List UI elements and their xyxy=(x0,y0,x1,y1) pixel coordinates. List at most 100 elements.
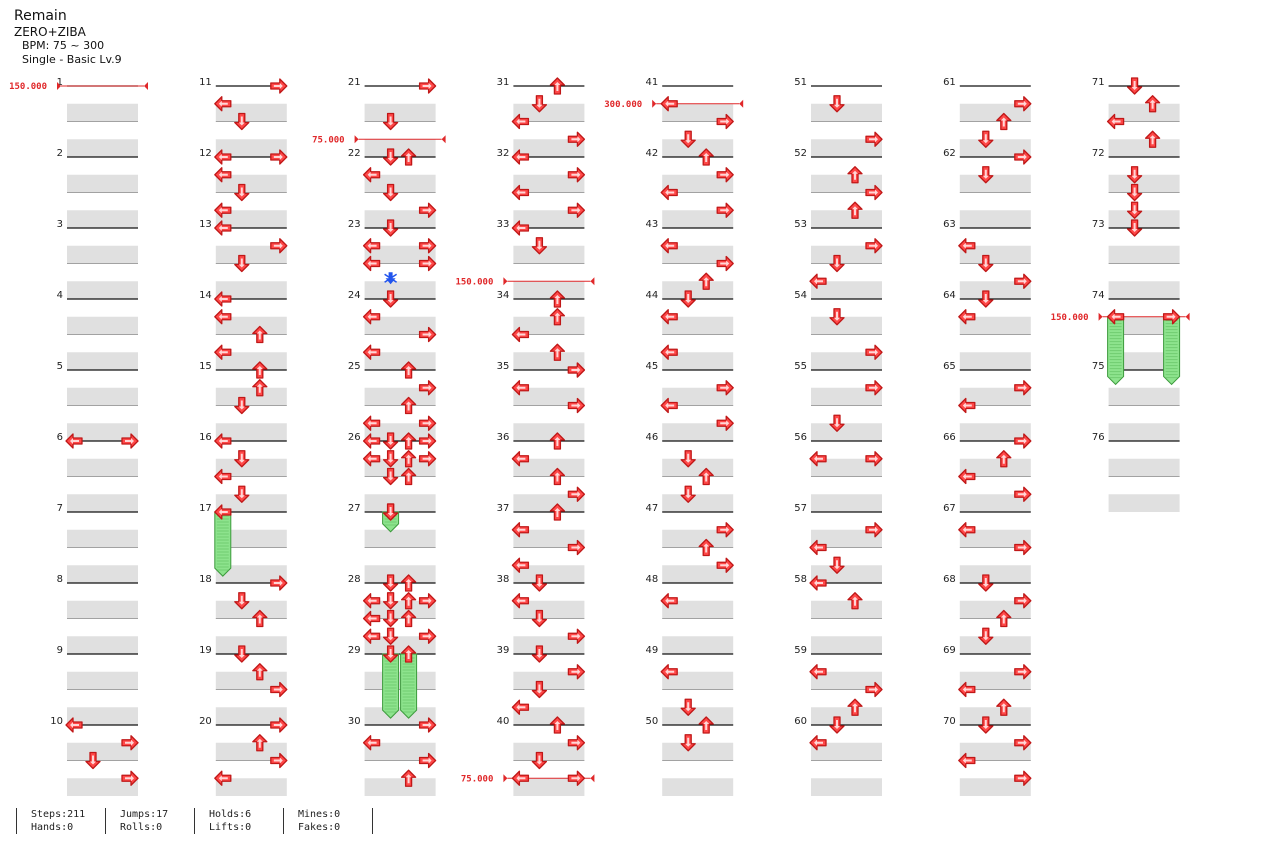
measure-number: 7 xyxy=(57,503,63,514)
step-left-arrow-icon-highlight xyxy=(367,242,377,249)
step-right-arrow-icon-highlight xyxy=(422,455,432,462)
beat-band xyxy=(215,458,287,477)
measure-number: 72 xyxy=(1092,148,1105,159)
step-down-arrow-icon xyxy=(978,627,994,645)
step-right-arrow-icon-highlight xyxy=(273,686,283,693)
step-right-arrow-icon xyxy=(418,380,437,396)
beat-band xyxy=(662,529,734,548)
step-up-arrow-icon xyxy=(996,609,1012,628)
step-down-arrow-icon xyxy=(978,254,994,273)
measure-number: 35 xyxy=(497,361,510,372)
step-down-arrow-icon xyxy=(680,698,696,716)
step-left-arrow-icon xyxy=(362,238,381,254)
step-right-arrow-icon xyxy=(865,451,883,467)
step-up-arrow-icon xyxy=(847,698,863,716)
mines-count: Mines:0 xyxy=(298,809,341,820)
step-right-arrow-icon-highlight xyxy=(422,420,432,427)
measure-72: 72 xyxy=(1092,148,1180,228)
step-down-arrow-icon-highlight xyxy=(387,436,394,445)
step-right-arrow-icon-highlight xyxy=(720,118,730,125)
measure-32: 32 xyxy=(497,148,585,228)
measure-number: 64 xyxy=(943,290,956,301)
beat-band xyxy=(215,494,287,512)
beat-band xyxy=(215,387,287,406)
beat-band xyxy=(959,103,1031,122)
step-down-arrow-icon-highlight xyxy=(238,116,245,126)
step-down-arrow-icon xyxy=(680,450,696,468)
hold-note xyxy=(1107,316,1125,386)
measure-19: 19 xyxy=(199,645,287,725)
step-left-arrow-icon-highlight xyxy=(367,615,377,622)
beat-band xyxy=(662,636,734,654)
measure-65: 65 xyxy=(943,361,1031,441)
step-left-arrow-icon xyxy=(660,96,678,112)
step-right-arrow-icon-highlight xyxy=(571,136,581,143)
step-up-arrow-icon-highlight xyxy=(256,738,263,748)
step-right-arrow-icon xyxy=(270,752,288,769)
step-up-arrow-icon xyxy=(549,432,566,450)
step-right-arrow-icon xyxy=(418,628,437,644)
step-up-arrow-icon xyxy=(252,325,268,344)
measure-number: 9 xyxy=(57,645,63,656)
beat-band xyxy=(67,742,138,761)
beat-band xyxy=(662,742,734,761)
beat-band xyxy=(1108,281,1180,299)
step-left-arrow-icon xyxy=(660,593,678,609)
step-down-arrow-icon xyxy=(234,254,250,273)
step-down-arrow-icon-highlight xyxy=(536,684,543,694)
measure-34: 34 xyxy=(497,290,585,370)
measure-40: 40 xyxy=(497,716,585,796)
beat-band xyxy=(364,281,436,299)
step-down-arrow-icon xyxy=(531,237,548,255)
beat-band xyxy=(513,742,585,761)
step-down-arrow-icon-highlight xyxy=(685,489,692,499)
measure-number: 15 xyxy=(199,361,212,372)
beat-band xyxy=(662,387,734,406)
measure-number: 75 xyxy=(1092,361,1105,372)
step-right-arrow-icon-highlight xyxy=(571,367,581,373)
step-down-arrow-icon xyxy=(978,166,994,184)
measure-3: 3 xyxy=(57,219,138,299)
step-left-arrow-icon-highlight xyxy=(665,668,675,675)
step-left-arrow-icon xyxy=(214,468,232,485)
step-up-arrow-icon-highlight xyxy=(256,383,263,393)
bpm-marker-left xyxy=(57,82,61,90)
measure-37: 37 xyxy=(497,503,585,583)
beat-band xyxy=(1108,458,1180,477)
measure-8: 8 xyxy=(57,574,138,654)
measure-number: 70 xyxy=(943,716,956,727)
step-up-arrow-icon-highlight xyxy=(1000,703,1007,713)
step-up-arrow-icon xyxy=(996,450,1012,468)
step-down-arrow-icon-highlight xyxy=(685,702,692,712)
step-right-arrow-icon xyxy=(567,202,586,218)
step-down-arrow-icon-highlight xyxy=(387,631,394,641)
measure-number: 45 xyxy=(645,361,658,372)
measure-31: 31 xyxy=(497,77,585,157)
beat-band xyxy=(662,423,734,441)
step-left-arrow-icon xyxy=(362,309,381,325)
measure-76: 76 xyxy=(1092,432,1180,512)
step-up-arrow-icon-highlight xyxy=(405,596,412,606)
step-down-arrow-icon xyxy=(829,414,845,432)
measure-25: 25 xyxy=(348,361,436,441)
beat-band xyxy=(67,707,138,725)
step-right-arrow-icon xyxy=(716,522,734,538)
step-right-arrow-icon xyxy=(716,255,734,272)
beat-band xyxy=(811,387,882,406)
measure-53: 53 xyxy=(794,219,882,299)
measure-73: 73 xyxy=(1092,219,1180,299)
step-left-arrow-icon xyxy=(65,433,83,449)
step-left-arrow-icon-highlight xyxy=(516,384,526,391)
beat-band xyxy=(364,316,436,335)
step-right-arrow-icon xyxy=(865,344,883,360)
beat-band xyxy=(662,458,734,477)
step-right-arrow-icon-highlight xyxy=(869,136,878,143)
step-right-arrow-icon-highlight xyxy=(273,580,283,586)
beat-band xyxy=(662,245,734,264)
measure-number: 21 xyxy=(348,77,361,88)
step-down-arrow-icon xyxy=(1126,201,1143,219)
step-left-arrow-icon-highlight xyxy=(962,757,972,764)
step-down-arrow-icon xyxy=(680,734,696,752)
step-down-arrow-icon xyxy=(829,556,845,574)
measure-number: 29 xyxy=(348,645,361,656)
